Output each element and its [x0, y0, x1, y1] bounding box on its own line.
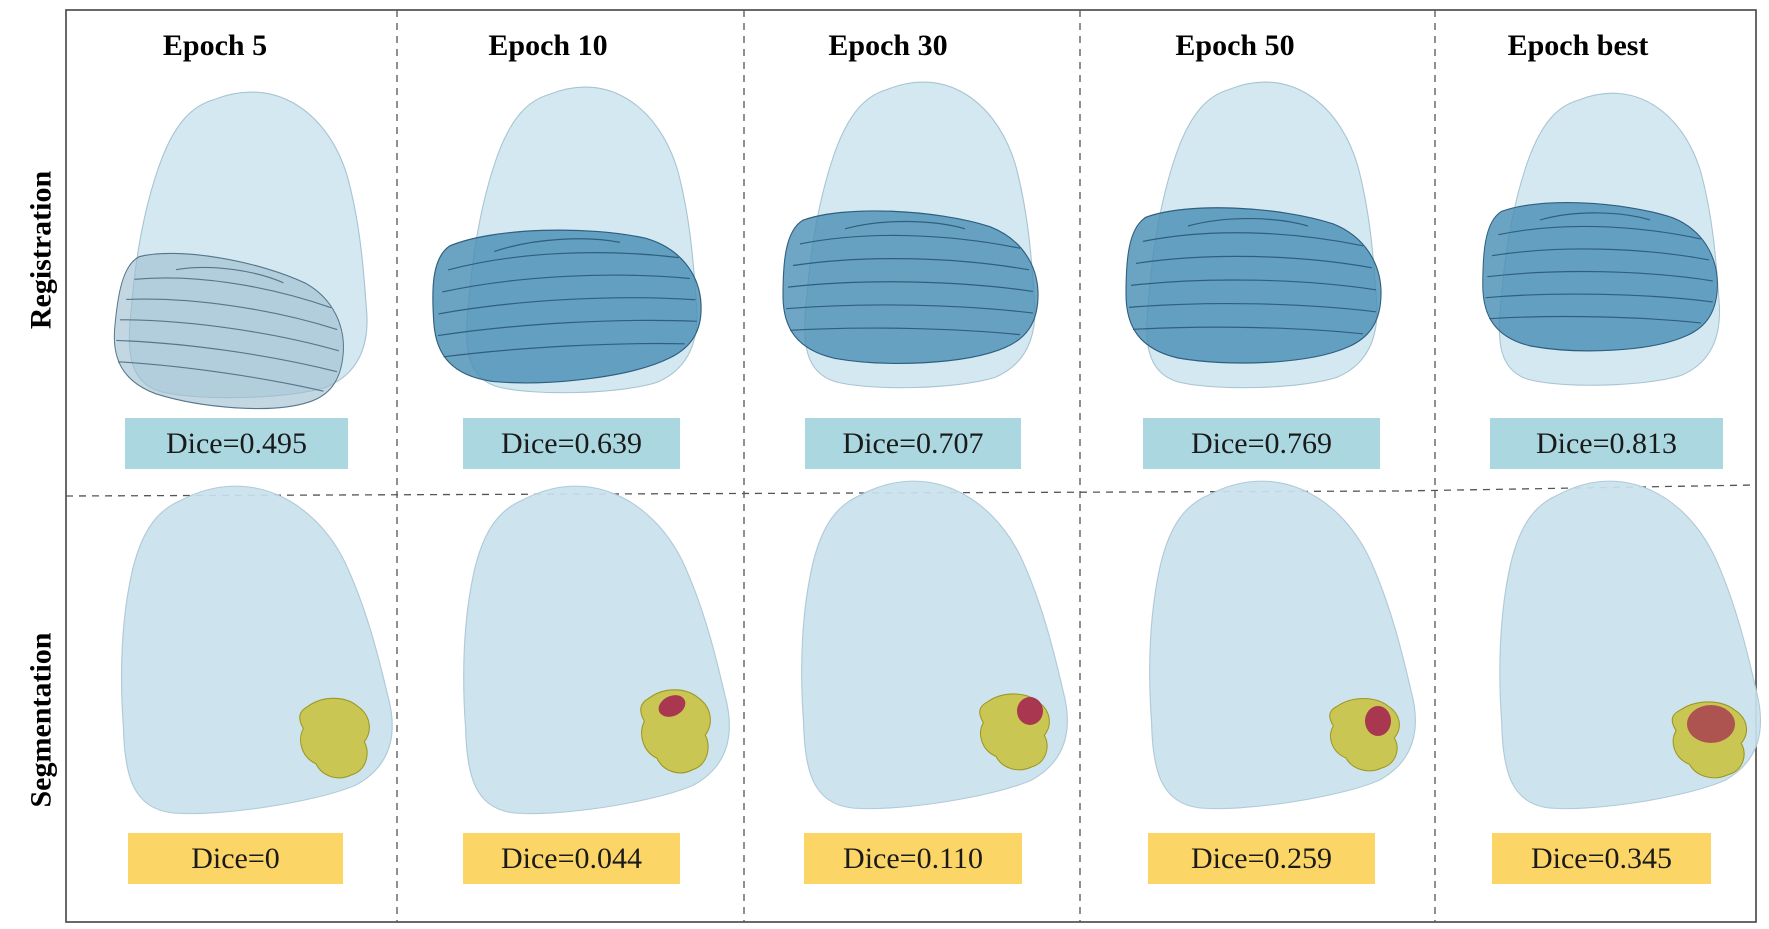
registered-organ-surface: [782, 210, 1039, 364]
registration-render: [108, 91, 368, 422]
segmentation-dice-value: Dice=0.259: [1191, 842, 1332, 875]
column-title: Epoch 5: [163, 29, 267, 62]
row-label-segmentation: Segmentation: [25, 632, 58, 807]
segmentation-render: [1113, 465, 1428, 819]
segmentation-dice-value: Dice=0.110: [843, 842, 983, 875]
segmentation-dice-value: Dice=0: [191, 842, 280, 875]
registration-render: [427, 86, 707, 394]
registered-organ-surface: [1125, 207, 1382, 364]
registration-dice-box: [1143, 418, 1380, 469]
predicted-lesion: [658, 695, 686, 717]
predicted-lesion: [1687, 705, 1735, 743]
segmentation-dice-value: Dice=0.345: [1531, 842, 1672, 875]
registration-render: [782, 81, 1039, 389]
organ-surface: [427, 470, 742, 824]
segmentation-render: [1464, 465, 1769, 819]
segmentation-dice-box: [128, 833, 343, 884]
segmentation-render: [84, 470, 405, 824]
column-title: Epoch 10: [488, 29, 607, 62]
figure-border: [65, 9, 1757, 923]
predicted-lesion: [1365, 706, 1391, 736]
segmentation-dice-box: [463, 833, 680, 884]
segmentation-render: [765, 465, 1080, 819]
column-title: Epoch 30: [828, 29, 947, 62]
registration-dice-value: Dice=0.707: [842, 427, 983, 460]
registration-dice-box: [1490, 418, 1723, 469]
registration-dice-value: Dice=0.495: [166, 427, 307, 460]
registration-dice-value: Dice=0.813: [1536, 427, 1677, 460]
registration-dice-value: Dice=0.639: [501, 427, 642, 460]
registration-dice-value: Dice=0.769: [1191, 427, 1332, 460]
registration-dice-box: [805, 418, 1021, 469]
row-label-registration: Registration: [25, 171, 58, 330]
registered-organ-surface: [1482, 202, 1718, 352]
row-divider: [65, 484, 1756, 497]
column-title: Epoch 50: [1175, 29, 1294, 62]
registration-dice-box: [125, 418, 348, 469]
segmentation-dice-box: [1492, 833, 1711, 884]
predicted-lesion: [1017, 697, 1043, 725]
registration-render: [1482, 92, 1721, 386]
column-title: Epoch best: [1508, 29, 1649, 62]
segmentation-dice-box: [1148, 833, 1375, 884]
registration-render: [1125, 81, 1382, 389]
registration-dice-box: [463, 418, 680, 469]
segmentation-dice-value: Dice=0.044: [501, 842, 642, 875]
segmentation-render: [427, 470, 742, 824]
segmentation-dice-box: [804, 833, 1022, 884]
